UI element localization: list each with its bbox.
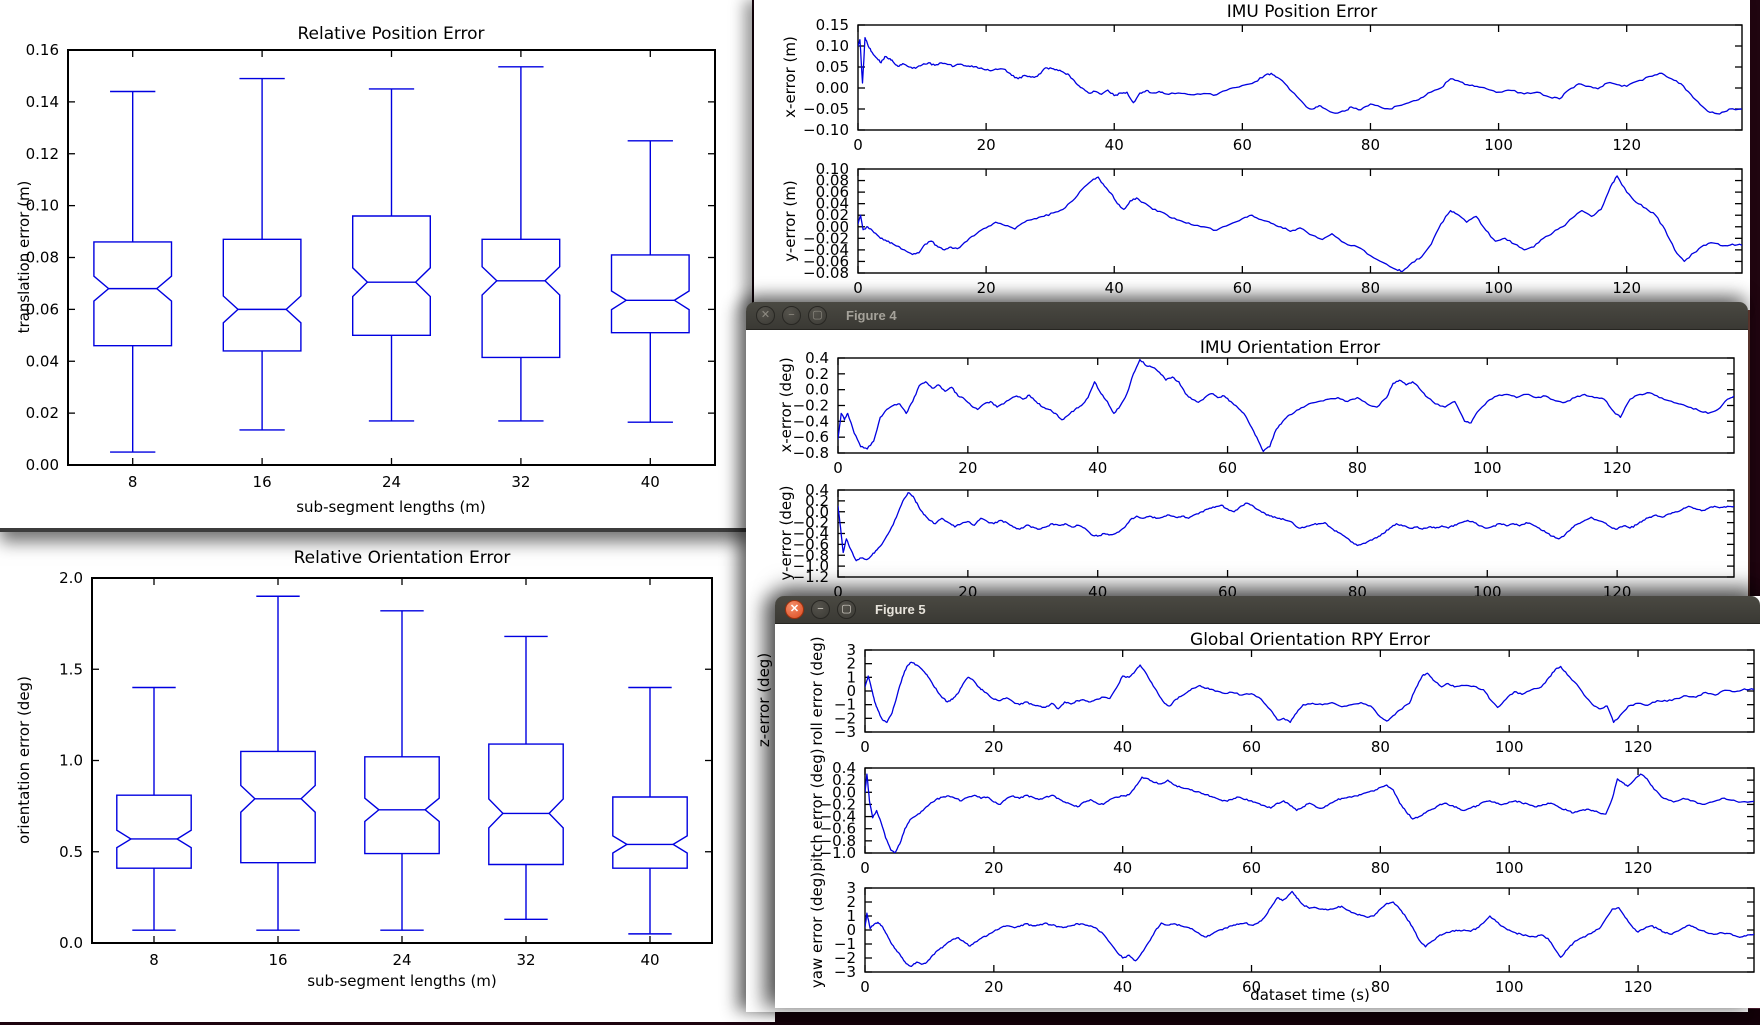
svg-text:60: 60 (1233, 136, 1252, 154)
svg-text:120: 120 (1612, 136, 1641, 154)
maximize-button[interactable]: ▢ (837, 600, 856, 619)
svg-text:0.0: 0.0 (59, 934, 83, 952)
y-axis-label: translation error (m) (15, 180, 33, 334)
svg-text:−0.08: −0.08 (803, 264, 849, 282)
svg-text:40: 40 (1105, 279, 1124, 297)
svg-text:1.0: 1.0 (59, 752, 83, 770)
y-axis-label-pitch: pitch error (deg) (808, 748, 826, 872)
svg-text:0.15: 0.15 (816, 16, 849, 34)
x-axis-label: sub-segment lengths (m) (307, 972, 497, 990)
window-imu-position-error: IMU Position Error x-error (m) y-error (… (754, 0, 1750, 310)
line-plot-canvas: 0.150.100.050.00−0.05−0.100 20 40 60 80 100 12… (803, 16, 1743, 297)
svg-text:0.02: 0.02 (26, 404, 59, 422)
y-axis-label-x-error: x-error (deg) (777, 357, 795, 453)
svg-text:60: 60 (1233, 279, 1252, 297)
svg-text:0.08: 0.08 (816, 172, 849, 190)
svg-text:−0.05: −0.05 (803, 100, 849, 118)
window-title: Figure 4 (846, 308, 897, 323)
svg-text:0.10: 0.10 (816, 160, 849, 178)
window-title: Figure 5 (875, 602, 926, 617)
close-button[interactable]: ✕ (756, 306, 775, 325)
svg-text:−0.10: −0.10 (803, 121, 849, 139)
svg-text:2.0: 2.0 (59, 569, 83, 587)
svg-text:80: 80 (1361, 279, 1380, 297)
svg-text:8: 8 (149, 951, 159, 969)
maximize-button[interactable]: ▢ (808, 306, 827, 325)
svg-text:−0.02: −0.02 (803, 229, 849, 247)
y-axis-label-yaw: yaw error (deg) (808, 871, 826, 989)
boxplot-canvas-orientation: 0.0 0.5 1.0 1.5 2.0 8 16 24 32 40 (59, 569, 713, 969)
svg-text:0.00: 0.00 (816, 218, 849, 236)
svg-text:24: 24 (392, 951, 411, 969)
svg-text:0.00: 0.00 (26, 456, 59, 474)
maximize-icon: ▢ (812, 309, 823, 321)
svg-text:80: 80 (1361, 136, 1380, 154)
window-relative-position-error: Relative Position Error translation erro… (0, 0, 752, 532)
titlebar-figure4[interactable]: ✕ − ▢ Figure 4 (746, 302, 1748, 330)
close-icon: ✕ (760, 309, 771, 321)
svg-text:20: 20 (977, 136, 996, 154)
svg-text:32: 32 (516, 951, 535, 969)
boxplot-canvas-position: 0.000.020.040.060.080.100.120.140.168 16 2… (26, 41, 716, 491)
svg-text:8: 8 (128, 473, 138, 491)
svg-text:20: 20 (977, 279, 996, 297)
minimize-icon: − (817, 603, 824, 615)
svg-text:1.5: 1.5 (59, 660, 83, 678)
svg-text:0: 0 (853, 136, 863, 154)
minimize-button[interactable]: − (811, 600, 830, 619)
svg-text:0.14: 0.14 (26, 93, 59, 111)
minimize-icon: − (788, 309, 795, 321)
svg-text:16: 16 (253, 473, 272, 491)
svg-text:0.05: 0.05 (816, 58, 849, 76)
y-axis-label-y-error: y-error (deg) (777, 485, 795, 581)
svg-text:100: 100 (1484, 136, 1513, 154)
svg-text:40: 40 (640, 951, 659, 969)
svg-text:0.12: 0.12 (26, 145, 59, 163)
y-axis-label-x-error: x-error (m) (781, 36, 799, 118)
y-axis-label-y-error: y-error (m) (781, 180, 799, 262)
svg-text:0.06: 0.06 (816, 183, 849, 201)
svg-text:0.16: 0.16 (26, 41, 59, 59)
figure-title: IMU Position Error (1226, 2, 1378, 22)
close-icon: ✕ (789, 603, 800, 615)
svg-text:16: 16 (268, 951, 287, 969)
minimize-button[interactable]: − (782, 306, 801, 325)
svg-text:0.10: 0.10 (816, 37, 849, 55)
y-axis-label: orientation error (deg) (15, 676, 33, 844)
svg-text:0.02: 0.02 (816, 206, 849, 224)
figure-title: Global Orientation RPY Error (1190, 630, 1430, 650)
x-axis-label: sub-segment lengths (m) (296, 498, 486, 516)
svg-text:−0.06: −0.06 (803, 252, 849, 270)
figure-title: Relative Position Error (297, 24, 485, 44)
svg-text:0.00: 0.00 (816, 79, 849, 97)
y-axis-label-z-error: z-error (deg) (755, 652, 773, 748)
svg-text:0.04: 0.04 (26, 352, 59, 370)
svg-text:120: 120 (1612, 279, 1641, 297)
titlebar-figure5[interactable]: ✕ − ▢ Figure 5 (775, 596, 1760, 624)
window-figure5: ✕ − ▢ Figure 5 Global Orientation RPY Er… (775, 596, 1760, 1008)
figure5-canvas: Global Orientation RPY Error roll error … (775, 624, 1760, 1008)
svg-text:100: 100 (1484, 279, 1513, 297)
window-relative-orientation-error: Relative Orientation Error orientation e… (0, 532, 775, 1022)
figure-title: IMU Orientation Error (1199, 338, 1381, 358)
figure-title: Relative Orientation Error (293, 548, 511, 568)
svg-text:40: 40 (641, 473, 660, 491)
svg-text:24: 24 (382, 473, 401, 491)
svg-text:0.04: 0.04 (816, 195, 849, 213)
maximize-icon: ▢ (841, 603, 852, 615)
close-button[interactable]: ✕ (785, 600, 804, 619)
svg-text:0.5: 0.5 (59, 843, 83, 861)
svg-text:32: 32 (511, 473, 530, 491)
x-axis-label: dataset time (s) (1250, 986, 1370, 1004)
y-axis-label-roll: roll error (deg) (808, 636, 826, 746)
svg-text:−0.04: −0.04 (803, 241, 849, 259)
svg-text:0: 0 (853, 279, 863, 297)
desktop-edge-right (1748, 0, 1760, 640)
svg-text:40: 40 (1105, 136, 1124, 154)
